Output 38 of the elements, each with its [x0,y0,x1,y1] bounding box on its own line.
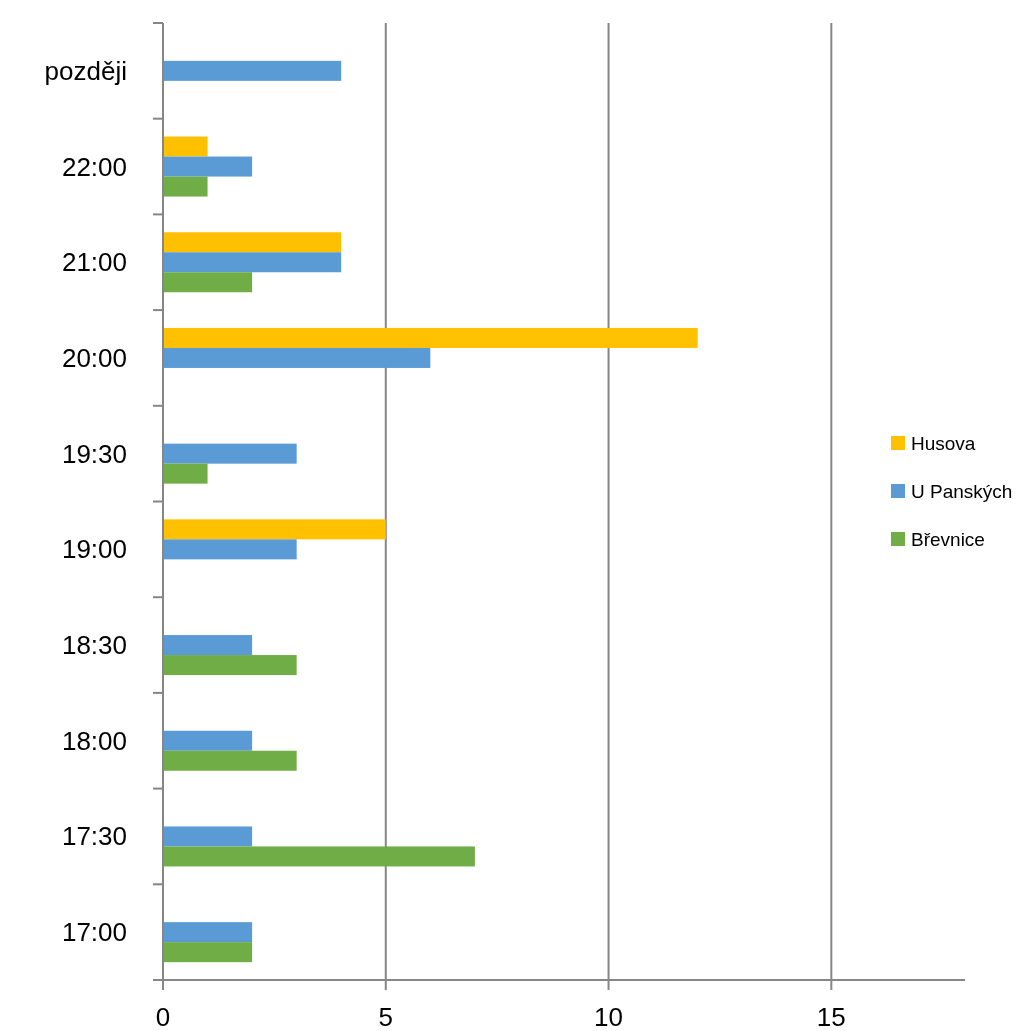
bar [163,730,253,751]
bar [163,635,253,656]
bar [163,846,475,867]
bar [163,655,297,676]
y-tick-label: 17:00 [61,917,127,948]
y-tick-label: 22:00 [61,151,127,182]
bar [163,519,386,540]
y-tick-label: 19:30 [61,438,127,469]
legend-label: Břevnice [911,529,985,550]
bar [163,252,342,273]
bar [163,463,208,484]
bar [163,539,297,560]
y-tick-label: 18:00 [61,725,127,756]
legend-label: Husova [911,433,976,454]
bar [163,232,342,253]
bar [163,347,431,368]
bar [163,156,253,177]
y-tick-label: 21:00 [61,247,127,278]
bar [163,272,253,293]
bar [163,826,253,847]
y-tick-label: 17:30 [61,821,127,852]
x-tick-label: 10 [594,1002,624,1031]
y-tick-label: 20:00 [61,342,127,373]
legend-label: U Panských [911,481,1013,502]
bar [163,60,342,81]
bar [163,922,253,943]
bar [163,942,253,963]
y-tick-label: 19:00 [61,534,127,565]
x-tick-label: 0 [155,1002,171,1031]
bar [163,750,297,771]
bar [163,136,208,157]
bar [163,176,208,197]
bar [163,443,297,464]
bar [163,327,698,348]
x-tick-label: 5 [378,1002,394,1031]
y-tick-label: později [44,55,127,86]
x-tick-label: 15 [816,1002,846,1031]
y-tick-label: 18:30 [61,630,127,661]
